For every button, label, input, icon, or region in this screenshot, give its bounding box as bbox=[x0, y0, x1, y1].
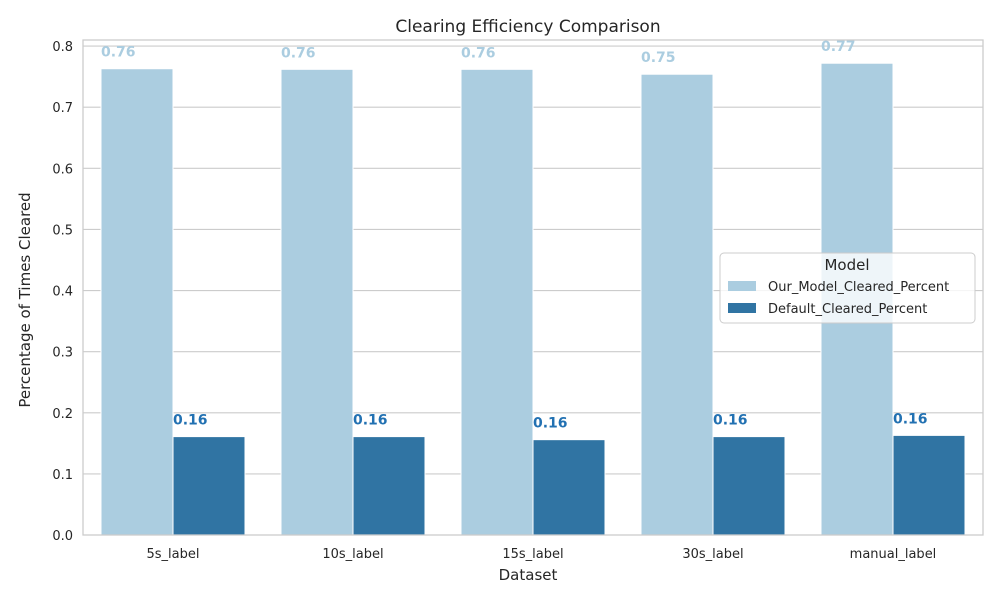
bar-default bbox=[892, 434, 966, 536]
legend-label-default: Default_Cleared_Percent bbox=[768, 302, 927, 317]
x-tick-label: 15s_label bbox=[502, 547, 563, 562]
x-tick-label: 30s_label bbox=[682, 547, 743, 562]
bar-default bbox=[352, 436, 426, 536]
data-label: 0.75 bbox=[641, 50, 676, 66]
y-tick-label: 0.3 bbox=[52, 346, 73, 361]
data-label: 0.16 bbox=[173, 413, 208, 429]
data-label: 0.16 bbox=[533, 416, 568, 432]
legend-box bbox=[719, 252, 976, 324]
y-tick-label: 0.7 bbox=[52, 101, 73, 116]
y-tick-label: 0.2 bbox=[52, 407, 73, 422]
bars bbox=[100, 62, 966, 536]
bar-our-model bbox=[640, 73, 714, 536]
y-tick-label: 0.0 bbox=[52, 529, 73, 544]
x-tick-label: manual_label bbox=[850, 547, 937, 562]
y-tick-label: 0.5 bbox=[52, 223, 73, 238]
data-label: 0.76 bbox=[281, 45, 316, 61]
x-axis-label: Dataset bbox=[499, 566, 558, 584]
bar-default bbox=[712, 436, 786, 536]
legend: Model Our_Model_Cleared_Percent Default_… bbox=[719, 252, 976, 324]
bar-our-model bbox=[460, 68, 534, 536]
y-tick-label: 0.6 bbox=[52, 162, 73, 177]
legend-title: Model bbox=[824, 256, 869, 274]
data-label: 0.16 bbox=[893, 411, 928, 427]
y-axis-label: Percentage of Times Cleared bbox=[16, 192, 34, 407]
x-tick-label: 10s_label bbox=[322, 547, 383, 562]
bar-our-model bbox=[280, 68, 354, 536]
legend-swatch-our-model bbox=[728, 281, 756, 291]
legend-swatch-default bbox=[728, 303, 756, 313]
y-tick-label: 0.4 bbox=[52, 285, 73, 300]
legend-label-our-model: Our_Model_Cleared_Percent bbox=[768, 280, 949, 295]
x-tick-labels: 5s_label 10s_label 15s_label 30s_label manua… bbox=[147, 547, 937, 562]
bar-default bbox=[532, 439, 606, 536]
bar-our-model bbox=[100, 68, 174, 536]
x-tick-label: 5s_label bbox=[147, 547, 200, 562]
y-tick-labels: 0.0 0.1 0.2 0.3 0.4 0.5 0.6 0.7 0.8 bbox=[52, 40, 73, 544]
chart-title: Clearing Efficiency Comparison bbox=[395, 17, 660, 37]
data-label: 0.16 bbox=[353, 413, 388, 429]
plot-frame bbox=[82, 39, 984, 536]
data-label: 0.16 bbox=[713, 413, 748, 429]
bar-default bbox=[172, 436, 246, 536]
data-label: 0.76 bbox=[461, 45, 496, 61]
data-label: 0.76 bbox=[101, 45, 136, 61]
y-tick-label: 0.8 bbox=[52, 40, 73, 55]
data-label: 0.77 bbox=[821, 39, 856, 55]
data-labels: 0.76 0.76 0.76 0.75 0.77 0.16 0.16 0.16 0.16 0.16 bbox=[101, 39, 928, 431]
y-tick-label: 0.1 bbox=[52, 468, 73, 483]
